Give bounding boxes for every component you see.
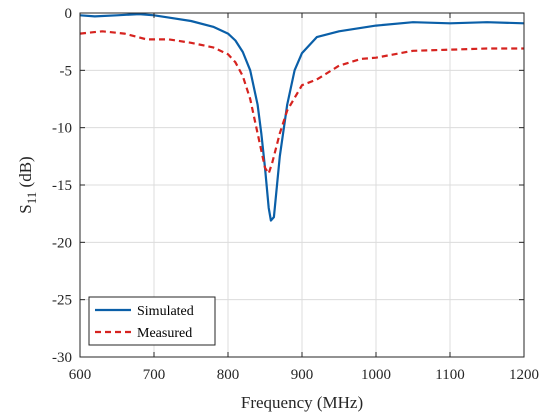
y-axis-title-main: S <box>16 204 35 213</box>
series-lines <box>79 13 525 222</box>
y-tick-label: -30 <box>52 350 72 366</box>
y-axis-title-unit: (dB) <box>16 156 35 191</box>
y-axis-title: S11 (dB) <box>16 156 39 213</box>
y-tick-label: -20 <box>52 235 72 251</box>
x-tick-label: 1000 <box>361 367 391 383</box>
x-tick-label: 800 <box>217 367 240 383</box>
x-tick-labels: 600 700 800 900 1000 1100 1200 <box>69 367 539 383</box>
y-tick-label: -10 <box>52 121 72 137</box>
legend-label-measured: Measured <box>137 326 192 341</box>
x-tick-label: 700 <box>143 367 166 383</box>
grid-lines <box>80 13 524 357</box>
series-line-measured <box>79 30 524 175</box>
x-tick-label: 1200 <box>509 367 539 383</box>
y-tick-labels: -30 -25 -20 -15 -10 -5 0 <box>52 6 72 366</box>
tick-marks <box>79 12 525 358</box>
legend: Simulated Measured <box>88 296 216 346</box>
y-tick-label: -5 <box>60 63 73 79</box>
x-tick-label: 900 <box>291 367 314 383</box>
y-tick-label: -25 <box>52 293 72 309</box>
y-axis-title-subscript: 11 <box>24 192 39 205</box>
x-axis-title: Frequency (MHz) <box>241 393 363 412</box>
y-tick-label: -15 <box>52 178 72 194</box>
x-tick-label: 1100 <box>435 367 464 383</box>
legend-box <box>88 296 216 346</box>
y-tick-label: 0 <box>65 6 73 22</box>
x-tick-label: 600 <box>69 367 92 383</box>
legend-label-simulated: Simulated <box>137 304 194 319</box>
